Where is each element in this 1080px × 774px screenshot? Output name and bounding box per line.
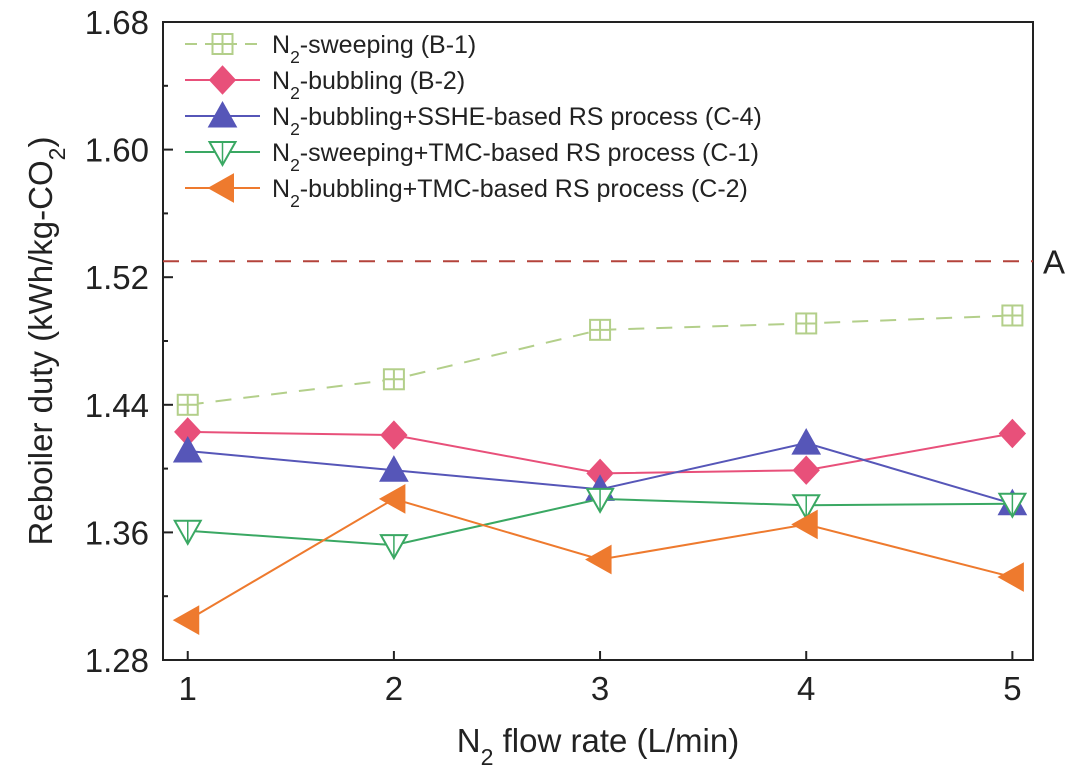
x-axis-title-subscript: 2 bbox=[481, 744, 494, 770]
series-group bbox=[172, 304, 1028, 635]
legend-label-rest: -bubbling (B-2) bbox=[300, 67, 465, 95]
legend-item-C-1: N2-sweeping+TMC-based RS process (C-1) bbox=[185, 139, 759, 175]
data-point-B-1 bbox=[382, 368, 405, 391]
data-point-C-1 bbox=[379, 534, 409, 561]
x-axis-title-main: N bbox=[457, 722, 481, 759]
data-point-C-4 bbox=[791, 428, 822, 455]
legend-marker bbox=[207, 100, 238, 128]
y-tick-label: 1.60 bbox=[85, 132, 149, 169]
data-point-C-1 bbox=[173, 519, 203, 546]
y-tick-label: 1.36 bbox=[85, 514, 149, 551]
legend-marker bbox=[207, 173, 234, 203]
reference-line-group: A bbox=[163, 243, 1065, 280]
data-point-B-1 bbox=[795, 312, 818, 335]
legend-label: N2-sweeping+TMC-based RS process (C-1) bbox=[272, 139, 759, 175]
series-B-1 bbox=[176, 304, 1024, 416]
data-point-C-2 bbox=[585, 544, 612, 575]
legend: N2-sweeping (B-1)N2-bubbling (B-2)N2-bub… bbox=[185, 31, 762, 211]
x-tick-label: 4 bbox=[797, 670, 815, 707]
legend-label-rest: -bubbling+SSHE-based RS process (C-4) bbox=[300, 103, 762, 131]
legend-label-main: N bbox=[272, 139, 290, 167]
data-point-C-1 bbox=[791, 494, 821, 521]
legend-label-subscript: 2 bbox=[290, 155, 300, 175]
x-tick-label: 3 bbox=[591, 670, 609, 707]
legend-label-subscript: 2 bbox=[290, 83, 300, 103]
legend-item-B-1: N2-sweeping (B-1) bbox=[185, 31, 476, 67]
legend-marker bbox=[211, 33, 234, 55]
legend-item-C-4: N2-bubbling+SSHE-based RS process (C-4) bbox=[185, 100, 762, 139]
legend-label: N2-bubbling (B-2) bbox=[272, 67, 465, 103]
y-tick-label: 1.28 bbox=[85, 642, 149, 679]
legend-marker bbox=[208, 65, 237, 95]
y-axis-title: Reboiler duty (kWh/kg-CO2) bbox=[22, 137, 70, 546]
legend-label-rest: -sweeping+TMC-based RS process (C-1) bbox=[300, 139, 759, 167]
x-axis-title: N2 flow rate (L/min) bbox=[457, 722, 739, 770]
y-tick-label: 1.68 bbox=[85, 4, 149, 41]
legend-label-subscript: 2 bbox=[290, 191, 300, 211]
legend-label-main: N bbox=[272, 31, 290, 59]
legend-label: N2-bubbling+SSHE-based RS process (C-4) bbox=[272, 103, 762, 139]
legend-label: N2-sweeping (B-1) bbox=[272, 31, 476, 67]
legend-label-rest: -bubbling+TMC-based RS process (C-2) bbox=[300, 175, 748, 203]
legend-label-subscript: 2 bbox=[290, 119, 300, 139]
y-axis-title-main: Reboiler duty (kWh/kg-CO bbox=[22, 160, 59, 545]
axis-titles: N2 flow rate (L/min)Reboiler duty (kWh/k… bbox=[22, 137, 739, 770]
x-tick-label: 1 bbox=[179, 670, 197, 707]
data-point-B-2 bbox=[380, 420, 408, 450]
data-point-C-2 bbox=[378, 484, 406, 514]
data-point-C-4 bbox=[379, 455, 409, 482]
x-tick-label: 2 bbox=[385, 670, 403, 707]
legend-label-main: N bbox=[272, 67, 290, 95]
series-B-2 bbox=[174, 417, 1027, 489]
legend-item-B-2: N2-bubbling (B-2) bbox=[185, 65, 465, 103]
data-point-C-2 bbox=[172, 605, 200, 635]
axes: 1 2 3 4 5 1.28 1.36 1.44 1.52 1.60 1.68 bbox=[85, 4, 1034, 707]
legend-item-C-2: N2-bubbling+TMC-based RS process (C-2) bbox=[185, 173, 748, 211]
data-point-B-1 bbox=[589, 318, 612, 341]
data-point-B-2 bbox=[998, 418, 1027, 449]
x-tick-label: 5 bbox=[1003, 670, 1021, 707]
legend-label: N2-bubbling+TMC-based RS process (C-2) bbox=[272, 175, 748, 211]
x-axis-title-rest: flow rate (L/min) bbox=[493, 722, 739, 759]
y-tick-label: 1.52 bbox=[85, 259, 149, 296]
data-point-C-1 bbox=[997, 492, 1028, 519]
data-point-C-1 bbox=[585, 487, 615, 514]
data-point-B-1 bbox=[1001, 304, 1024, 327]
data-point-C-4 bbox=[172, 436, 203, 463]
data-point-B-2 bbox=[792, 455, 820, 485]
y-tick-label: 1.44 bbox=[85, 387, 149, 424]
legend-label-main: N bbox=[272, 103, 290, 131]
reference-line-label: A bbox=[1043, 243, 1065, 280]
data-point-C-2 bbox=[791, 509, 818, 540]
y-axis-title-subscript: 2 bbox=[44, 148, 70, 161]
legend-marker bbox=[207, 141, 238, 168]
series-C-2 bbox=[172, 484, 1024, 635]
legend-label-subscript: 2 bbox=[290, 47, 300, 67]
y-axis-title-rest: ) bbox=[22, 137, 59, 148]
data-point-B-1 bbox=[176, 393, 199, 416]
legend-label-rest: -sweeping (B-1) bbox=[300, 31, 476, 59]
data-point-C-2 bbox=[997, 562, 1024, 592]
legend-label-main: N bbox=[272, 175, 290, 203]
